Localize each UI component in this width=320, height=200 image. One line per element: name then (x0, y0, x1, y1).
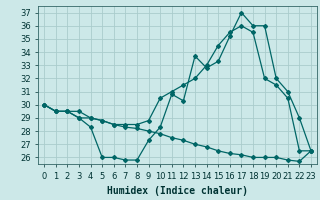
X-axis label: Humidex (Indice chaleur): Humidex (Indice chaleur) (107, 186, 248, 196)
